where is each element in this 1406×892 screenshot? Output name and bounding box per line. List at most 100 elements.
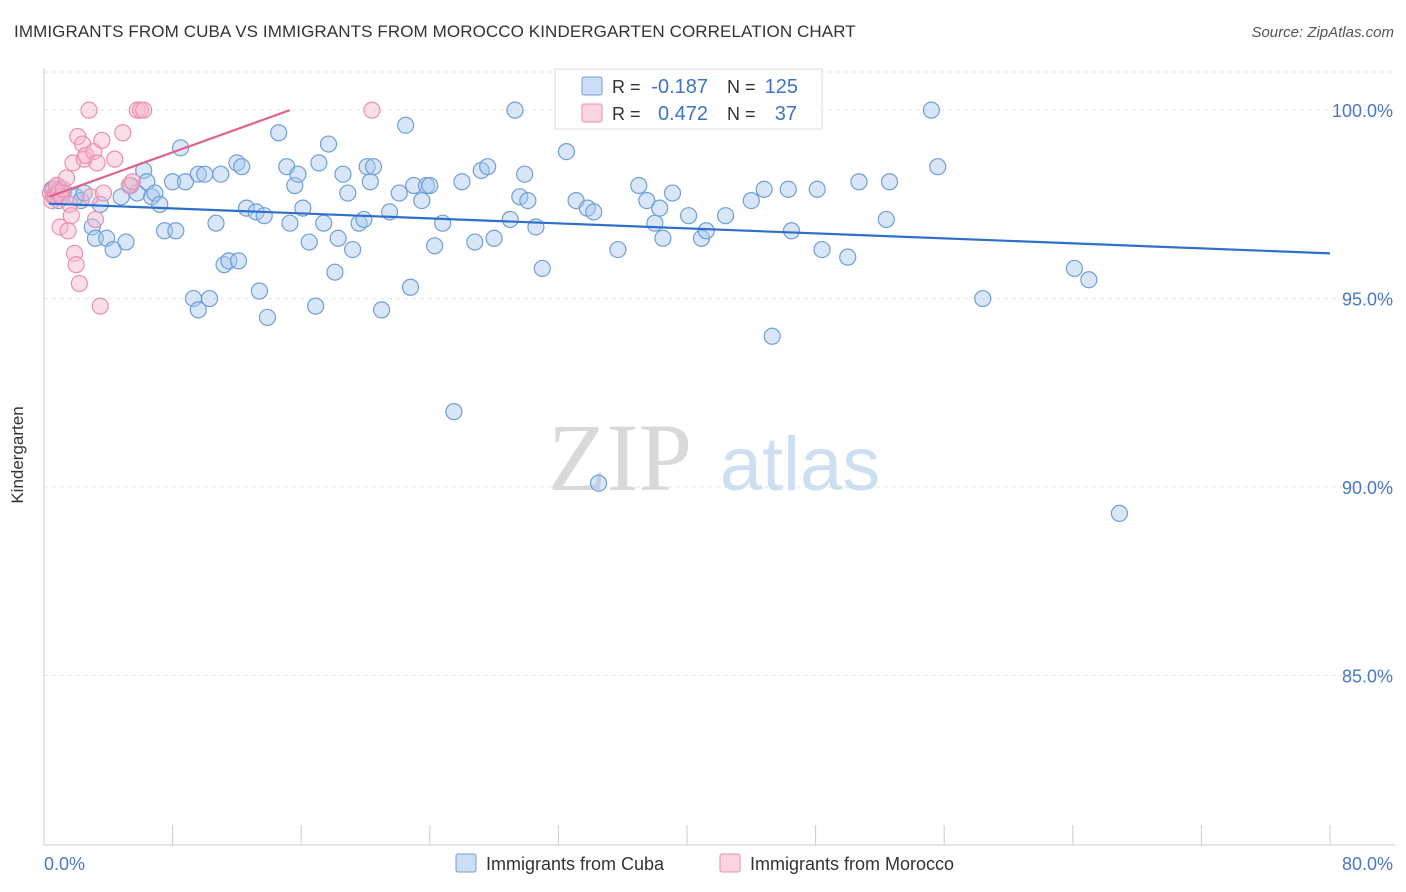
stats-r-label-morocco: R =	[612, 104, 641, 124]
cuba-point	[146, 184, 164, 202]
cuba-point	[176, 173, 195, 191]
cuba-point	[294, 199, 312, 217]
cuba-point	[281, 214, 299, 232]
morocco-point	[114, 124, 132, 142]
cuba-point	[877, 210, 895, 229]
legend-swatch-cuba[interactable]	[455, 853, 477, 873]
cuba-point	[880, 173, 899, 191]
morocco-point	[62, 207, 80, 225]
cuba-point	[813, 240, 831, 259]
stats-n-cuba: 125	[765, 76, 798, 98]
cuba-point	[755, 180, 773, 198]
morocco-point	[67, 256, 85, 274]
watermark: ZIP atlas	[548, 404, 880, 511]
cuba-point	[233, 158, 251, 176]
cuba-point	[974, 289, 992, 308]
cuba-point	[479, 158, 497, 176]
morocco-point	[94, 184, 113, 202]
cuba-point	[250, 282, 269, 300]
y-tick-labels: 100.0% 95.0% 90.0% 85.0%	[1332, 101, 1393, 686]
cuba-trend-line	[48, 202, 1331, 255]
morocco-point	[59, 222, 77, 240]
cuba-point	[189, 301, 207, 319]
cuba-point	[300, 233, 318, 251]
cuba-point	[401, 278, 420, 296]
morocco-point	[88, 154, 106, 172]
cuba-point	[104, 240, 122, 259]
stats-swatch-morocco	[581, 103, 603, 123]
watermark-atlas: atlas	[720, 422, 881, 507]
stats-n-label-cuba: N =	[727, 77, 756, 97]
cuba-point	[207, 214, 225, 232]
cuba-point	[850, 173, 868, 191]
morocco-point	[93, 131, 111, 149]
stats-r-label-cuba: R =	[612, 77, 641, 97]
morocco-point	[91, 297, 109, 315]
cuba-point	[453, 173, 471, 191]
legend-label-cuba[interactable]: Immigrants from Cuba	[486, 854, 665, 874]
morocco-point	[70, 274, 88, 293]
cuba-point	[651, 199, 669, 217]
cuba-point	[326, 263, 344, 281]
cuba-point	[200, 289, 219, 308]
cuba-point	[212, 165, 230, 183]
cuba-point	[646, 214, 664, 232]
cuba-point	[929, 158, 947, 176]
y-tick-label: 85.0%	[1342, 666, 1393, 686]
cuba-point	[839, 248, 857, 266]
morocco-trend-line	[48, 109, 291, 198]
cuba-point	[697, 222, 715, 240]
cuba-point	[270, 124, 288, 142]
cuba-point	[533, 259, 551, 278]
cuba-point	[519, 191, 537, 210]
cuba-point	[334, 165, 352, 183]
cuba-point	[1065, 259, 1084, 278]
morocco-point	[80, 101, 98, 119]
cuba-point	[189, 165, 207, 183]
x-tick-label-max: 80.0%	[1342, 854, 1393, 874]
cuba-point	[344, 240, 362, 259]
legend-label-morocco[interactable]: Immigrants from Morocco	[750, 854, 954, 874]
y-tick-label: 95.0%	[1342, 290, 1393, 310]
cuba-point	[289, 165, 307, 183]
cuba-point	[589, 474, 608, 492]
cuba-point	[258, 308, 277, 327]
cuba-point	[413, 191, 431, 210]
cuba-point	[255, 207, 273, 225]
y-tick-label: 100.0%	[1332, 101, 1393, 121]
cuba-point	[779, 180, 797, 198]
cuba-point	[501, 210, 519, 229]
y-tick-label: 90.0%	[1342, 478, 1393, 498]
x-tick-label-min: 0.0%	[44, 854, 85, 874]
stats-swatch-cuba	[581, 76, 603, 96]
cuba-point	[511, 188, 529, 206]
cuba-point	[663, 184, 682, 202]
morocco-point	[51, 218, 69, 236]
cuba-point	[397, 116, 415, 134]
cuba-point	[364, 158, 383, 176]
cuba-point	[516, 165, 534, 183]
trend-lines	[48, 109, 1331, 255]
cuba-point	[229, 252, 248, 270]
stats-n-label-morocco: N =	[727, 104, 756, 124]
cuba-point	[585, 203, 603, 221]
cuba-point	[742, 191, 760, 210]
cuba-point	[151, 195, 169, 213]
cuba-point	[609, 240, 627, 259]
morocco-point	[57, 169, 76, 187]
cuba-point	[390, 184, 408, 202]
cuba-point	[763, 327, 781, 345]
cuba-point	[716, 207, 735, 225]
stats-n-morocco: 37	[775, 103, 797, 125]
cuba-point	[307, 297, 325, 315]
legend-swatch-morocco[interactable]	[719, 853, 741, 873]
cuba-point	[654, 229, 672, 247]
cuba-point	[506, 101, 524, 119]
cuba-point	[630, 176, 648, 195]
morocco-point	[86, 210, 105, 229]
cuba-point	[1080, 271, 1098, 289]
cuba-point	[220, 252, 238, 270]
morocco-point	[363, 101, 381, 119]
cuba-point	[167, 222, 185, 240]
